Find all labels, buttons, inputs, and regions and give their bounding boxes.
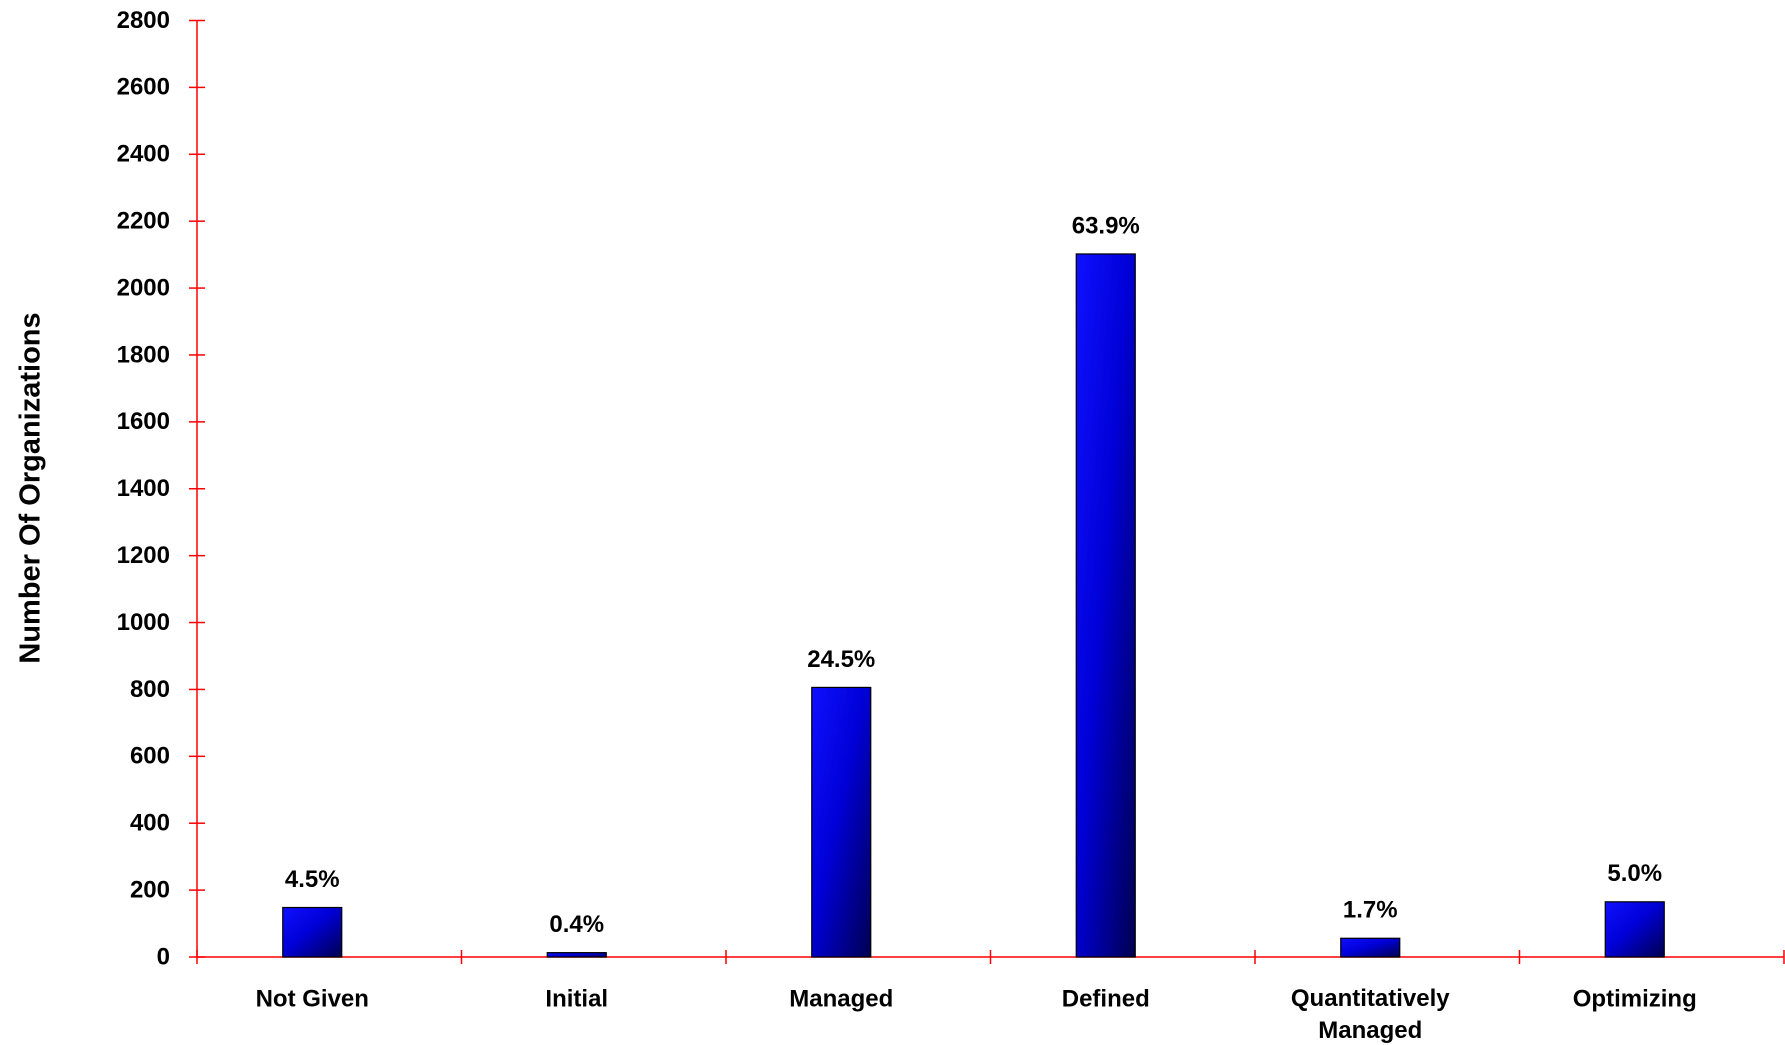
bar (1604, 901, 1665, 958)
bar (1340, 937, 1401, 958)
value-label: 24.5% (807, 646, 875, 673)
bar (546, 952, 607, 958)
bar (1075, 253, 1136, 958)
y-tick-label: 2000 (117, 274, 170, 301)
bar (282, 906, 343, 958)
x-tick-label: Initial (545, 985, 608, 1012)
y-axis-label: Number Of Organizations (15, 312, 47, 663)
y-tick-label: 1400 (117, 475, 170, 502)
bar (811, 686, 872, 958)
y-tick-label: 1600 (117, 408, 170, 435)
value-label: 63.9% (1072, 212, 1140, 239)
x-tick-label: Quantitatively Managed (1291, 985, 1450, 1044)
y-tick-label: 0 (157, 943, 170, 970)
x-tick-label: Managed (789, 985, 893, 1012)
y-tick-label: 200 (130, 876, 170, 903)
x-tick-label: Defined (1062, 985, 1150, 1012)
y-tick-label: 1200 (117, 542, 170, 569)
value-label: 5.0% (1607, 860, 1662, 887)
x-tick-label: Optimizing (1573, 985, 1697, 1012)
value-label: 1.7% (1343, 897, 1398, 924)
y-tick-label: 2800 (117, 7, 170, 34)
y-tick-label: 600 (130, 743, 170, 770)
y-tick-label: 1800 (117, 341, 170, 368)
value-label: 4.5% (285, 866, 340, 893)
y-tick-label: 2200 (117, 208, 170, 235)
y-tick-label: 800 (130, 676, 170, 703)
x-tick-label: Not Given (256, 985, 369, 1012)
y-tick-label: 2600 (117, 74, 170, 101)
y-tick-label: 1000 (117, 609, 170, 636)
y-tick-label: 2400 (117, 141, 170, 168)
value-label: 0.4% (549, 911, 604, 938)
y-tick-label: 400 (130, 810, 170, 837)
